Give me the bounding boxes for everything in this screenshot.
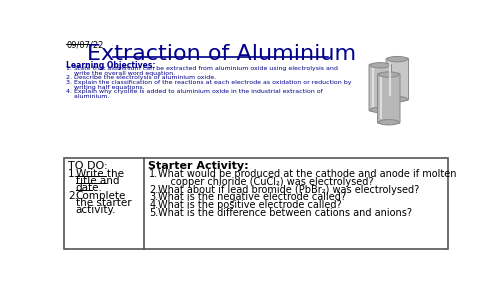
Ellipse shape [378,72,399,77]
Text: write the overall word equation.: write the overall word equation. [66,71,176,76]
Text: What is the negative electrode called?: What is the negative electrode called? [158,192,346,202]
FancyBboxPatch shape [378,73,400,123]
Text: Starter Activity:: Starter Activity: [148,161,248,171]
Text: title and: title and [76,176,119,186]
Text: 2. Describe the electrolysis of aluminium oxide.: 2. Describe the electrolysis of aluminiu… [66,75,216,80]
Text: copper chloride (CuCl₂) was electrolysed?: copper chloride (CuCl₂) was electrolysed… [158,177,374,187]
FancyBboxPatch shape [386,58,408,100]
FancyBboxPatch shape [64,158,448,249]
Text: the starter: the starter [76,198,132,208]
Text: 1. State that aluminium can be extracted from aluminium oxide using electrolysis: 1. State that aluminium can be extracted… [66,66,338,71]
Text: activity.: activity. [76,205,116,215]
Text: 09/07/22: 09/07/22 [66,41,104,50]
Ellipse shape [378,120,399,125]
Text: Learning Objectives:: Learning Objectives: [66,61,156,70]
Text: 4.: 4. [150,200,158,210]
Text: 2.: 2. [150,185,158,195]
Text: writing half equations.: writing half equations. [66,85,145,90]
Text: Write the: Write the [76,169,124,179]
Ellipse shape [370,107,390,113]
Text: date.: date. [76,183,102,193]
Text: What about if lead bromide (PbBr₂) was electrolysed?: What about if lead bromide (PbBr₂) was e… [158,185,419,195]
Text: 3.: 3. [150,192,158,202]
Ellipse shape [387,96,407,102]
Text: 4. Explain why cryolite is added to aluminium oxide in the industrial extraction: 4. Explain why cryolite is added to alum… [66,89,323,94]
Text: 1.: 1. [68,169,78,179]
Text: 1.: 1. [150,169,158,179]
Text: What would be produced at the cathode and anode if molten: What would be produced at the cathode an… [158,169,456,179]
Text: aluminium.: aluminium. [66,94,110,99]
Ellipse shape [370,63,390,68]
Text: Extraction of Aluminium: Extraction of Aluminium [87,44,356,64]
Text: What is the positive electrode called?: What is the positive electrode called? [158,200,342,210]
Text: 5.: 5. [150,208,158,218]
Ellipse shape [387,56,407,62]
Text: 2.: 2. [68,191,78,201]
FancyBboxPatch shape [369,64,392,111]
Text: TO DO:: TO DO: [68,161,108,171]
Text: What is the difference between cations and anions?: What is the difference between cations a… [158,208,412,218]
Text: 3. Explain the classification of the reactions at each electrode as oxidation or: 3. Explain the classification of the rea… [66,80,352,85]
Text: Complete: Complete [76,191,126,201]
